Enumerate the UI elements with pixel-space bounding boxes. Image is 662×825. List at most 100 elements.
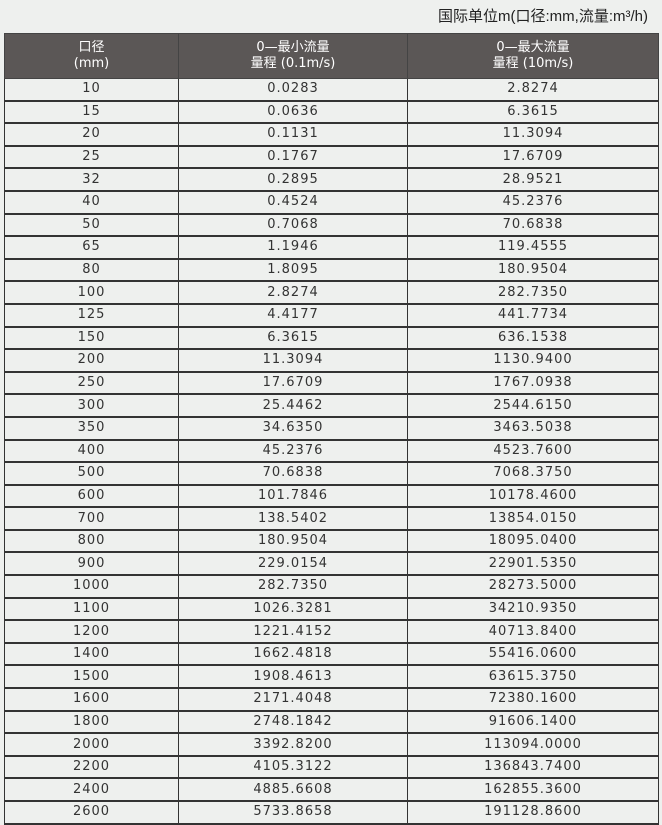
cell-min-flow: 2.8274: [178, 280, 408, 305]
cell-max-flow: 11.3094: [407, 122, 659, 147]
cell-diameter: 1200: [4, 619, 179, 644]
cell-min-flow: 0.1767: [178, 145, 408, 170]
table-row: 400 45.2376 4523.7600: [4, 439, 659, 464]
cell-diameter: 40: [4, 190, 179, 215]
table-header-row: 口径 (mm) 0—最小流量 量程 (0.1m/s) 0—最大流量 量程 (10m/s…: [4, 33, 659, 79]
cell-diameter: 20: [4, 122, 179, 147]
header-max-flow: 0—最大流量 量程 (10m/s): [407, 33, 659, 79]
cell-min-flow: 6.3615: [178, 326, 408, 351]
header-min-flow: 0—最小流量 量程 (0.1m/s): [178, 33, 408, 79]
table-row: 1400 1662.4818 55416.0600: [4, 642, 659, 667]
table-row: 25 0.1767 17.6709: [4, 145, 659, 170]
cell-min-flow: 5733.8658: [178, 800, 408, 825]
cell-diameter: 1600: [4, 687, 179, 712]
table-row: 350 34.6350 3463.5038: [4, 416, 659, 441]
table-row: 500 70.6838 7068.3750: [4, 461, 659, 486]
table-row: 1200 1221.4152 40713.8400: [4, 619, 659, 644]
cell-max-flow: 636.1538: [407, 326, 659, 351]
cell-min-flow: 229.0154: [178, 551, 408, 577]
table-row: 1500 1908.4613 63615.3750: [4, 664, 659, 690]
cell-max-flow: 441.7734: [407, 303, 659, 328]
cell-diameter: 800: [4, 529, 179, 554]
cell-max-flow: 55416.0600: [407, 642, 659, 667]
table-row: 150 6.3615 636.1538: [4, 326, 659, 351]
cell-min-flow: 101.7846: [178, 484, 408, 509]
header-line: 0—最大流量: [496, 40, 570, 55]
cell-diameter: 100: [4, 280, 179, 305]
table-row: 20 0.1131 11.3094: [4, 122, 659, 147]
cell-diameter: 125: [4, 303, 179, 328]
cell-max-flow: 22901.5350: [407, 551, 659, 577]
table-row: 80 1.8095 180.9504: [4, 258, 659, 283]
cell-max-flow: 45.2376: [407, 190, 659, 215]
table-body: 10 0.0283 2.8274 15 0.0636 6.3615 20 0.1131 11.3…: [4, 77, 659, 825]
cell-max-flow: 1130.9400: [407, 348, 659, 373]
header-line: 0—最小流量: [256, 40, 330, 55]
cell-diameter: 600: [4, 484, 179, 509]
cell-diameter: 2000: [4, 732, 179, 757]
cell-diameter: 2600: [4, 800, 179, 825]
cell-max-flow: 191128.8600: [407, 800, 659, 825]
cell-diameter: 350: [4, 416, 179, 441]
cell-min-flow: 1662.4818: [178, 642, 408, 667]
cell-diameter: 15: [4, 100, 179, 125]
cell-min-flow: 2171.4048: [178, 687, 408, 712]
cell-min-flow: 3392.8200: [178, 732, 408, 757]
cell-min-flow: 0.0636: [178, 100, 408, 125]
table-row: 300 25.4462 2544.6150: [4, 393, 659, 418]
cell-min-flow: 1221.4152: [178, 619, 408, 644]
flow-range-table: 口径 (mm) 0—最小流量 量程 (0.1m/s) 0—最大流量 量程 (10m/s…: [4, 33, 659, 825]
cell-diameter: 500: [4, 461, 179, 486]
cell-max-flow: 63615.3750: [407, 664, 659, 690]
cell-diameter: 1100: [4, 597, 179, 622]
table-row: 1600 2171.4048 72380.1600: [4, 687, 659, 712]
cell-diameter: 65: [4, 235, 179, 260]
cell-max-flow: 40713.8400: [407, 619, 659, 644]
cell-min-flow: 0.4524: [178, 190, 408, 215]
cell-max-flow: 28273.5000: [407, 574, 659, 599]
cell-max-flow: 2.8274: [407, 77, 659, 102]
cell-max-flow: 6.3615: [407, 100, 659, 125]
table-row: 600 101.7846 10178.4600: [4, 484, 659, 509]
cell-diameter: 250: [4, 371, 179, 396]
table-row: 32 0.2895 28.9521: [4, 167, 659, 192]
cell-min-flow: 1.1946: [178, 235, 408, 260]
cell-min-flow: 1908.4613: [178, 664, 408, 690]
cell-max-flow: 10178.4600: [407, 484, 659, 509]
cell-max-flow: 119.4555: [407, 235, 659, 260]
table-row: 800 180.9504 18095.0400: [4, 529, 659, 554]
cell-diameter: 400: [4, 439, 179, 464]
table-row: 250 17.6709 1767.0938: [4, 371, 659, 396]
cell-max-flow: 70.6838: [407, 213, 659, 238]
cell-max-flow: 113094.0000: [407, 732, 659, 757]
cell-max-flow: 28.9521: [407, 167, 659, 192]
cell-min-flow: 282.7350: [178, 574, 408, 599]
header-line: 口径: [78, 40, 105, 55]
cell-min-flow: 4105.3122: [178, 755, 408, 780]
table-row: 1800 2748.1842 91606.1400: [4, 710, 659, 735]
header-line: 量程 (10m/s): [492, 56, 574, 71]
header-line: 量程 (0.1m/s): [250, 56, 336, 71]
cell-diameter: 50: [4, 213, 179, 238]
cell-diameter: 10: [4, 77, 179, 102]
cell-min-flow: 4.4177: [178, 303, 408, 328]
cell-min-flow: 2748.1842: [178, 710, 408, 735]
cell-max-flow: 1767.0938: [407, 371, 659, 396]
units-caption: 国际单位m(口径:mm,流量:m³/h): [438, 8, 648, 25]
table-row: 125 4.4177 441.7734: [4, 303, 659, 328]
cell-min-flow: 0.2895: [178, 167, 408, 192]
cell-max-flow: 18095.0400: [407, 529, 659, 554]
cell-diameter: 700: [4, 506, 179, 531]
table-row: 15 0.0636 6.3615: [4, 100, 659, 125]
cell-min-flow: 1.8095: [178, 258, 408, 283]
cell-min-flow: 180.9504: [178, 529, 408, 554]
cell-diameter: 1000: [4, 574, 179, 599]
table-row: 40 0.4524 45.2376: [4, 190, 659, 215]
header-line: (mm): [73, 56, 110, 71]
cell-diameter: 25: [4, 145, 179, 170]
table-row: 50 0.7068 70.6838: [4, 213, 659, 238]
table-row: 900 229.0154 22901.5350: [4, 551, 659, 577]
cell-min-flow: 1026.3281: [178, 597, 408, 622]
table-row: 2200 4105.3122 136843.7400: [4, 755, 659, 780]
cell-min-flow: 0.7068: [178, 213, 408, 238]
